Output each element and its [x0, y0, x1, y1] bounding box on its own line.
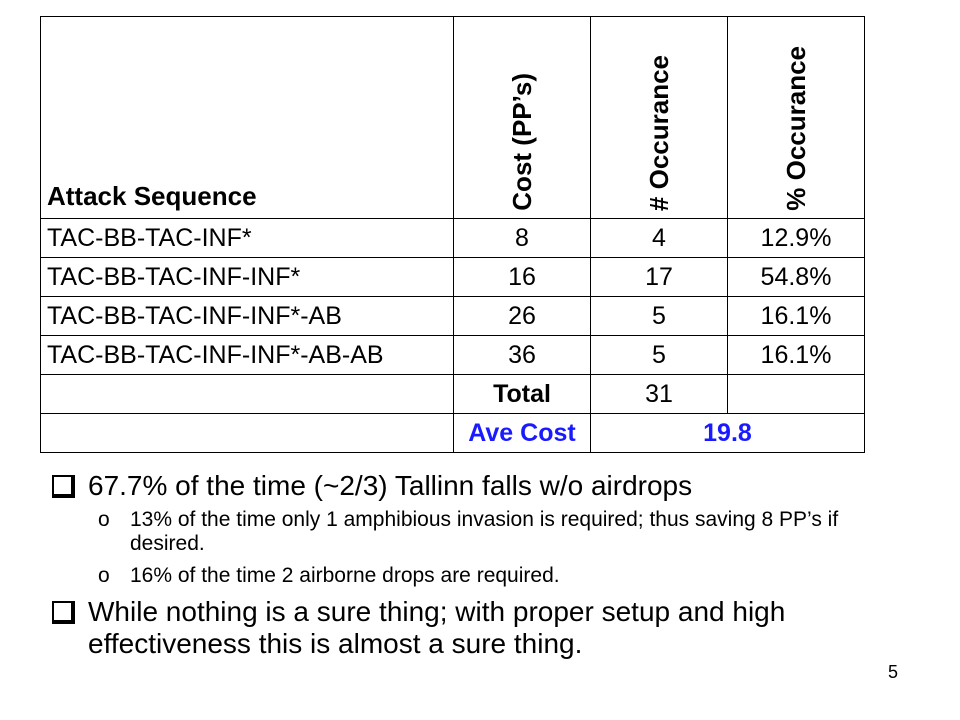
sub-bullet-marker: o	[98, 508, 110, 531]
cell-cost: 26	[453, 296, 591, 336]
square-bullet-icon	[52, 601, 75, 624]
sub-bullet-marker: o	[98, 564, 110, 587]
cell-sequence: TAC-BB-TAC-INF*	[40, 218, 454, 258]
cell-percent: 16.1%	[727, 335, 865, 375]
cell-cost: 16	[453, 257, 591, 297]
cell-count: 4	[590, 218, 728, 258]
total-row: Total 31	[40, 374, 865, 414]
table-row: TAC-BB-TAC-INF* 8 4 12.9%	[40, 218, 865, 258]
header-cost: Cost (PP’s)	[453, 16, 591, 219]
cell-sequence: TAC-BB-TAC-INF-INF*	[40, 257, 454, 297]
empty-cell	[40, 374, 454, 414]
table-row: TAC-BB-TAC-INF-INF*-AB 26 5 16.1%	[40, 296, 865, 336]
header-percent: % Occurance	[727, 16, 865, 219]
cell-cost: 8	[453, 218, 591, 258]
attack-sequence-table: Attack Sequence Cost (PP’s) # Occurance …	[40, 16, 865, 453]
sub-bullet-text: 16% of the time 2 airborne drops are req…	[130, 564, 560, 587]
cell-cost: 36	[453, 335, 591, 375]
total-label: Total	[453, 374, 591, 414]
bullet-item: While nothing is a sure thing; with prop…	[50, 596, 910, 660]
bullet-item: 67.7% of the time (~2/3) Tallinn falls w…	[50, 470, 910, 502]
bullet-list: 67.7% of the time (~2/3) Tallinn falls w…	[50, 470, 910, 666]
sub-bullet-item: o 16% of the time 2 airborne drops are r…	[50, 564, 910, 588]
average-cost-label: Ave Cost	[453, 413, 591, 453]
page-number: 5	[888, 662, 899, 682]
cell-percent: 16.1%	[727, 296, 865, 336]
header-count: # Occurance	[590, 16, 728, 219]
cell-percent: 54.8%	[727, 257, 865, 297]
cell-count: 5	[590, 296, 728, 336]
table-row: TAC-BB-TAC-INF-INF* 16 17 54.8%	[40, 257, 865, 297]
square-bullet-icon	[52, 475, 75, 498]
bullet-text: While nothing is a sure thing; with prop…	[88, 596, 786, 659]
attack-sequence-table-region: Attack Sequence Cost (PP’s) # Occurance …	[40, 16, 865, 453]
cell-percent: 12.9%	[727, 218, 865, 258]
header-attack-sequence: Attack Sequence	[40, 16, 454, 219]
cell-sequence: TAC-BB-TAC-INF-INF*-AB-AB	[40, 335, 454, 375]
average-cost-value: 19.8	[590, 413, 865, 453]
empty-cell	[40, 413, 454, 453]
sub-bullet-item: o 13% of the time only 1 amphibious inva…	[50, 508, 910, 556]
table-row: TAC-BB-TAC-INF-INF*-AB-AB 36 5 16.1%	[40, 335, 865, 375]
cell-count: 17	[590, 257, 728, 297]
empty-cell	[727, 374, 865, 414]
cell-sequence: TAC-BB-TAC-INF-INF*-AB	[40, 296, 454, 336]
table-header-row: Attack Sequence Cost (PP’s) # Occurance …	[40, 16, 865, 219]
total-value: 31	[590, 374, 728, 414]
bullet-text: 67.7% of the time (~2/3) Tallinn falls w…	[88, 470, 693, 501]
cell-count: 5	[590, 335, 728, 375]
sub-bullet-text: 13% of the time only 1 amphibious invasi…	[130, 508, 839, 555]
average-row: Ave Cost 19.8	[40, 413, 865, 453]
